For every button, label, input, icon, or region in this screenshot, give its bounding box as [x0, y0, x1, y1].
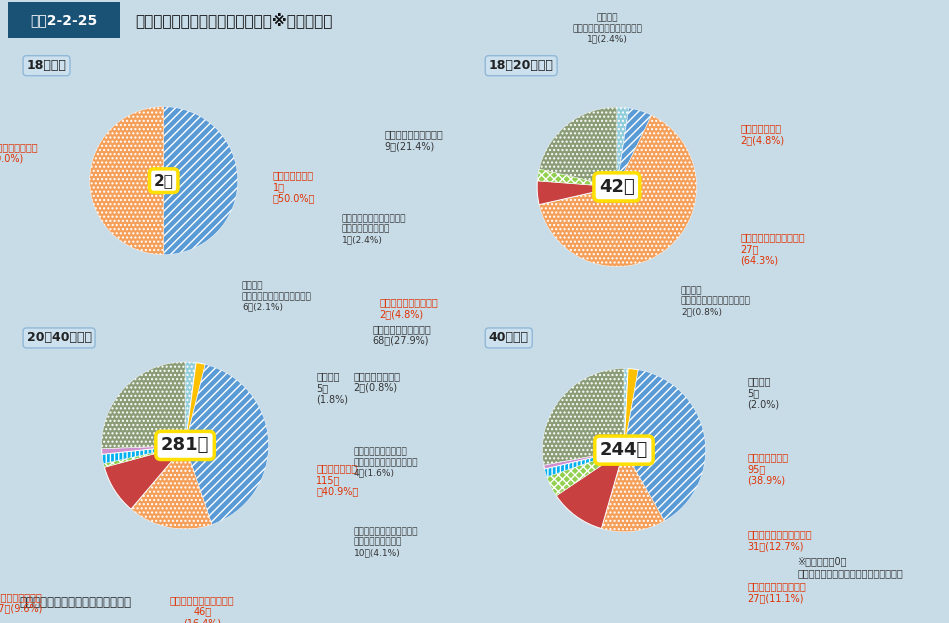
- Text: 子・親・親族からの暴力
27人
(64.3%): 子・親・親族からの暴力 27人 (64.3%): [740, 232, 805, 266]
- Text: 暴力以外の家族親族の問題
（離婚問題を含む）
10人(4.1%): 暴力以外の家族親族の問題 （離婚問題を含む） 10人(4.1%): [354, 528, 418, 557]
- Wedge shape: [617, 108, 652, 187]
- Text: 交際相手等からの暴力
2人(4.8%): 交際相手等からの暴力 2人(4.8%): [380, 298, 438, 319]
- Wedge shape: [185, 362, 196, 445]
- Wedge shape: [602, 450, 664, 532]
- Wedge shape: [103, 445, 185, 467]
- Text: その他の人間関係
2人(0.8%): その他の人間関係 2人(0.8%): [354, 371, 400, 392]
- Wedge shape: [624, 370, 705, 521]
- Wedge shape: [185, 364, 269, 525]
- Wedge shape: [543, 368, 624, 465]
- Text: 婦人保護施設における入所理由　※令和３年度: 婦人保護施設における入所理由 ※令和３年度: [135, 12, 332, 28]
- Text: 経済関係
5人
(1.8%): 経済関係 5人 (1.8%): [316, 371, 348, 405]
- Text: 子・親・親族からの暴力
1人(50.0%): 子・親・親族からの暴力 1人(50.0%): [0, 142, 39, 163]
- Text: 夫等からの暴力
95人
(38.9%): 夫等からの暴力 95人 (38.9%): [748, 452, 789, 485]
- Text: 夫等からの暴力
2人(4.8%): 夫等からの暴力 2人(4.8%): [740, 123, 784, 145]
- Text: 子・親・親族からの暴力
31人(12.7%): 子・親・親族からの暴力 31人(12.7%): [748, 530, 812, 551]
- Wedge shape: [131, 445, 212, 529]
- Text: 医療関係
（精神、妊娠・出産を含む）
6人(2.1%): 医療関係 （精神、妊娠・出産を含む） 6人(2.1%): [242, 282, 312, 312]
- Text: 子・親・親族からの暴力
46人
(16.4%): 子・親・親族からの暴力 46人 (16.4%): [170, 595, 234, 623]
- Text: 40歳以上: 40歳以上: [489, 331, 529, 345]
- Wedge shape: [545, 450, 624, 477]
- Text: 経済関係
5人
(2.0%): 経済関係 5人 (2.0%): [748, 376, 779, 409]
- Wedge shape: [185, 363, 205, 445]
- Text: 281人: 281人: [161, 437, 209, 454]
- Text: 暴力以外の家族親族の問題
（離婚問題を含む）
1人(2.4%): 暴力以外の家族親族の問題 （離婚問題を含む） 1人(2.4%): [342, 214, 406, 244]
- Text: 244人: 244人: [600, 441, 648, 459]
- Text: 42人: 42人: [599, 178, 635, 196]
- Text: 住居問題・帰住先なし
68人(27.9%): 住居問題・帰住先なし 68人(27.9%): [373, 324, 431, 346]
- Wedge shape: [102, 445, 185, 464]
- Text: 夫等からの暴力
115人
（40.9%）: 夫等からの暴力 115人 （40.9%）: [316, 463, 359, 497]
- Wedge shape: [537, 181, 617, 204]
- Text: ※年齢不明：0人
（厚生労働省家庭福祉課（当時）調べ）: ※年齢不明：0人 （厚生労働省家庭福祉課（当時）調べ）: [797, 556, 902, 578]
- Wedge shape: [624, 369, 639, 450]
- Text: 住居問題・帰住先なし
9人(21.4%): 住居問題・帰住先なし 9人(21.4%): [384, 130, 443, 151]
- Text: 男女・性の問題その他
（ストーカー被害を含む）
4人(1.6%): 男女・性の問題その他 （ストーカー被害を含む） 4人(1.6%): [354, 448, 418, 477]
- Text: 交際相手等からの暴力
27人(11.1%): 交際相手等からの暴力 27人(11.1%): [748, 581, 806, 603]
- Wedge shape: [544, 450, 624, 469]
- Wedge shape: [102, 362, 185, 449]
- Wedge shape: [102, 445, 185, 454]
- Wedge shape: [556, 450, 624, 528]
- Wedge shape: [539, 107, 617, 187]
- Wedge shape: [163, 107, 237, 255]
- Text: 資料：厚生労働省社会・援護局作成: 資料：厚生労働省社会・援護局作成: [19, 596, 131, 609]
- Wedge shape: [89, 107, 164, 255]
- Text: 夫等からの暴力
1人
（50.0%）: 夫等からの暴力 1人 （50.0%）: [273, 170, 315, 204]
- Text: 交際相手等からの暴力
27人(9.6%): 交際相手等からの暴力 27人(9.6%): [0, 592, 43, 614]
- Text: 20～40歳未満: 20～40歳未満: [27, 331, 91, 345]
- Wedge shape: [623, 368, 628, 450]
- Text: 医療関係
（精神、妊娠・出産を含む）
2人(0.8%): 医療関係 （精神、妊娠・出産を含む） 2人(0.8%): [681, 287, 751, 316]
- Text: 2人: 2人: [154, 173, 174, 188]
- Text: 図表2-2-25: 図表2-2-25: [30, 13, 97, 27]
- Wedge shape: [539, 115, 697, 267]
- Text: 18～20歳未満: 18～20歳未満: [489, 59, 553, 72]
- Text: 18歳未満: 18歳未満: [27, 59, 66, 72]
- Wedge shape: [617, 107, 629, 187]
- Wedge shape: [547, 450, 624, 496]
- Bar: [8, 2, 120, 38]
- Wedge shape: [104, 445, 185, 509]
- Text: 医療関係
（精神、妊娠・出産を含む）
1人(2.4%): 医療関係 （精神、妊娠・出産を含む） 1人(2.4%): [572, 14, 642, 44]
- Wedge shape: [537, 169, 617, 187]
